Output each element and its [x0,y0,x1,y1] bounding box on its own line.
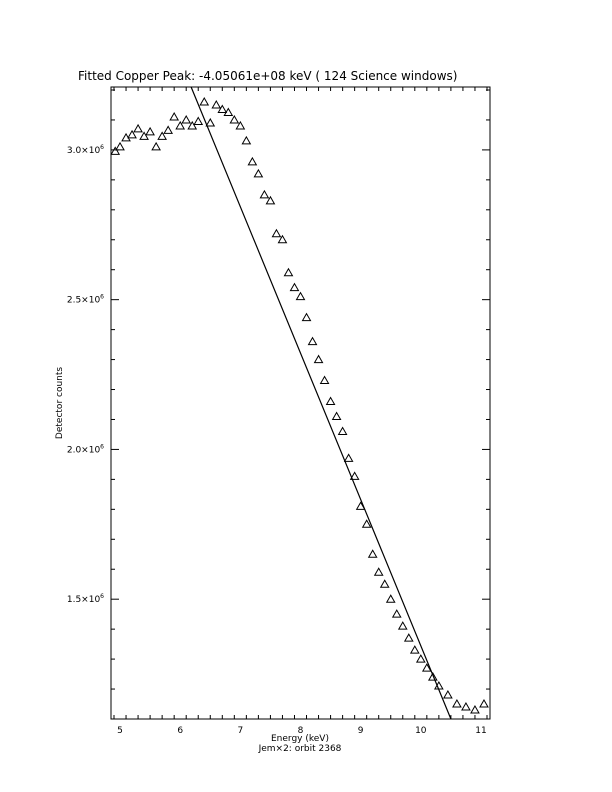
y-tick-label: 2.5×106 [67,294,104,306]
data-point [403,633,414,642]
x-axis-subtitle: Jem×2: orbit 2368 [258,744,342,754]
data-point [259,189,270,199]
y-tick-label: 2.0×106 [67,443,104,455]
data-point [373,567,384,576]
data-point [415,654,426,663]
data-point [247,156,258,166]
data-point [205,117,216,127]
data-point [241,135,252,145]
data-point [295,291,306,301]
data-point [337,426,348,435]
data-point [175,120,186,130]
data-point [443,690,453,699]
data-point [391,609,402,618]
data-point [452,699,462,708]
data-point [181,114,192,124]
data-point [461,702,471,711]
plot-frame [110,86,491,720]
data-point [313,354,324,364]
data-point [307,336,318,346]
chart-title: Fitted Copper Peak: -4.05061e+08 keV ( 1… [78,69,457,83]
fit-line [190,86,452,720]
x-axis-title: Energy (keV) [271,734,329,744]
data-point [301,312,312,322]
data-point [169,111,180,121]
data-point [151,141,161,151]
x-tick-label: 7 [237,726,243,736]
data-points [110,96,489,714]
data-point [127,129,137,139]
x-tick-label: 10 [415,726,427,736]
data-point [367,549,378,558]
data-point [217,104,228,113]
data-point [193,116,204,125]
y-tick-labels: 1.5×106 2.0×106 2.5×106 3.0×106 [67,144,104,605]
data-point [133,123,143,133]
data-point [379,579,390,588]
data-point [421,663,432,672]
data-point [283,267,294,277]
data-point [427,672,438,681]
data-point [110,146,121,155]
data-point [349,471,360,480]
data-point [223,107,234,116]
data-point [271,228,282,238]
data-point [470,705,480,714]
y-axis-title: Detector counts [55,367,65,439]
data-point [277,234,288,244]
data-point [253,168,264,178]
y-tick-label: 1.5×106 [67,593,104,605]
data-point [115,141,125,151]
data-point [265,195,276,205]
fit-line-group [190,86,452,720]
x-tick-label: 9 [358,726,364,736]
x-tick-label: 6 [177,726,183,736]
data-point [397,621,408,630]
data-point [235,120,246,130]
data-point [139,131,149,140]
data-point [331,411,342,420]
data-point [187,120,198,130]
data-point [199,96,210,106]
data-point [319,375,330,385]
data-point [229,114,240,124]
data-point [211,99,222,109]
x-tick-labels: 5 6 7 8 9 10 11 [117,726,487,736]
data-point [157,131,167,140]
data-point [163,125,174,134]
axis-ticks [111,87,490,720]
y-tick-label: 3.0×106 [67,144,104,156]
data-point [325,396,336,406]
data-point [409,645,420,654]
data-point [343,453,354,462]
x-tick-label: 11 [475,726,486,736]
data-point [289,282,300,292]
data-point [385,594,396,603]
data-point [145,126,155,136]
x-tick-label: 5 [117,726,123,736]
x-tick-label: 8 [298,726,304,736]
data-point [361,519,372,528]
data-point [479,699,489,708]
